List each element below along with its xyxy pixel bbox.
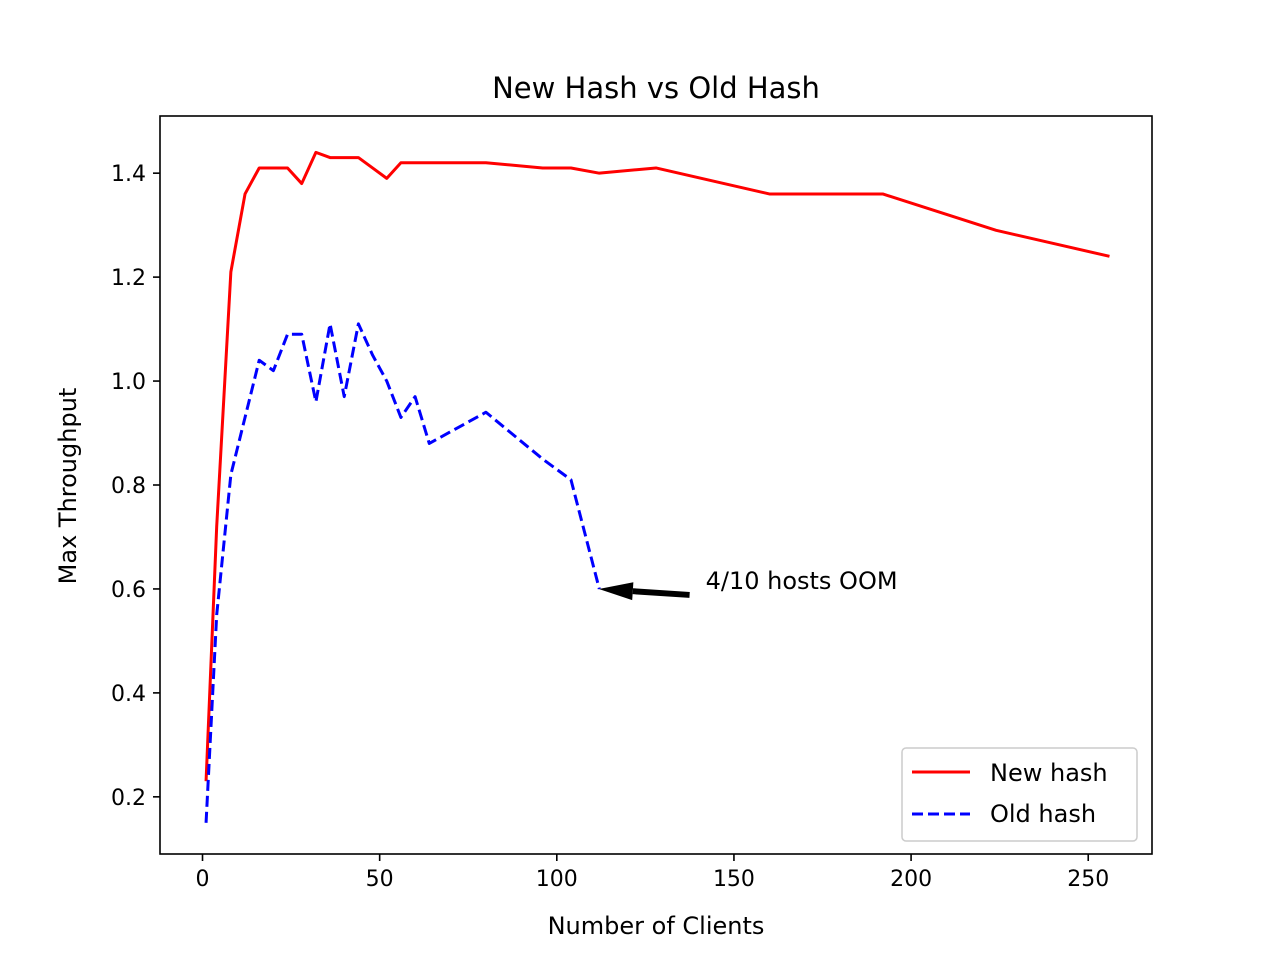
x-axis-label: Number of Clients xyxy=(548,912,765,940)
y-axis-label: Max Throughput xyxy=(54,388,82,585)
x-tick-label: 200 xyxy=(890,867,932,892)
legend-label-new-hash: New hash xyxy=(990,759,1108,787)
plot-frame xyxy=(159,115,1153,855)
series-line-new-hash xyxy=(204,150,1110,782)
y-tick-label: 0.6 xyxy=(111,578,146,603)
x-tick-label: 50 xyxy=(366,867,394,892)
series-line-old-hash xyxy=(204,322,601,823)
y-tick-label: 1.2 xyxy=(111,266,146,291)
x-tick-label: 250 xyxy=(1067,867,1109,892)
x-tick-label: 150 xyxy=(713,867,755,892)
legend: New hash Old hash xyxy=(901,747,1138,842)
y-tick-label: 0.8 xyxy=(111,474,146,499)
x-axis-ticks: 0 50 100 150 200 250 xyxy=(196,854,1109,892)
y-tick-label: 0.4 xyxy=(111,682,146,707)
annotation-layer: 4/10 hosts OOM xyxy=(598,567,898,601)
series-layer xyxy=(204,150,1110,823)
annotation-label: 4/10 hosts OOM xyxy=(706,567,898,595)
x-tick-label: 100 xyxy=(536,867,578,892)
y-tick-label: 0.2 xyxy=(111,786,146,811)
chart-title: New Hash vs Old Hash xyxy=(492,71,820,105)
legend-label-old-hash: Old hash xyxy=(990,800,1096,828)
y-tick-label: 1.0 xyxy=(111,370,146,395)
y-tick-label: 1.4 xyxy=(111,162,146,187)
x-tick-label: 0 xyxy=(196,867,210,892)
annotation-arrow-shaft xyxy=(632,588,690,598)
y-axis-ticks: 0.2 0.4 0.6 0.8 1.0 1.2 1.4 xyxy=(111,162,160,811)
annotation-arrow-head xyxy=(598,582,634,601)
